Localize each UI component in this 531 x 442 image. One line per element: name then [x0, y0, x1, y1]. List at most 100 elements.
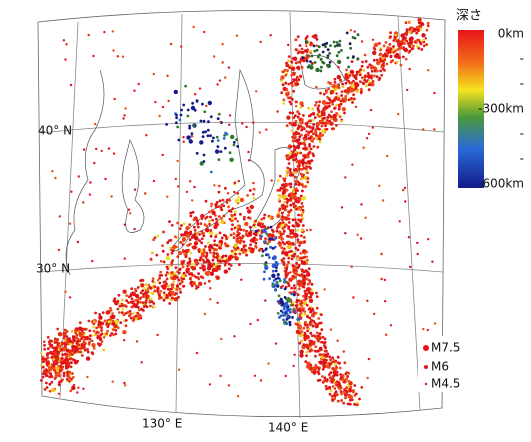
earthquake-dot [275, 229, 279, 233]
earthquake-dot [198, 239, 202, 243]
earthquake-dot [283, 287, 287, 291]
earthquake-dot [297, 265, 301, 268]
earthquake-dot [421, 38, 425, 42]
earthquake-dot [312, 145, 316, 148]
earthquake-dot [331, 385, 335, 388]
earthquake-dot [233, 210, 237, 214]
earthquake-dot [425, 28, 429, 32]
earthquake-dot [291, 111, 295, 115]
earthquake-dot [294, 187, 298, 191]
earthquake-dot [131, 291, 137, 297]
earthquake-dot [356, 33, 360, 37]
earthquake-dot [352, 296, 355, 299]
earthquake-dot [259, 379, 263, 382]
earthquake-dot [415, 39, 419, 43]
earthquake-dot [348, 387, 352, 391]
earthquake-dot [121, 307, 125, 311]
earthquake-dot [191, 262, 195, 266]
earthquake-dot [291, 224, 295, 228]
earthquake-dot [313, 322, 317, 325]
earthquake-dot [331, 84, 336, 89]
earthquake-dot [322, 353, 325, 357]
earthquake-dot [292, 78, 295, 81]
earthquake-dot [202, 234, 206, 238]
earthquake-dot [198, 87, 202, 90]
earthquake-dot [230, 227, 234, 231]
earthquake-dot [226, 192, 230, 195]
earthquake-dot [369, 108, 373, 112]
earthquake-dot [86, 348, 89, 351]
earthquake-dot [69, 83, 73, 87]
earthquake-dot [335, 103, 339, 107]
earthquake-dot [45, 361, 50, 366]
earthquake-dot [149, 304, 152, 308]
magnitude-symbol [423, 345, 429, 351]
earthquake-dot [421, 22, 424, 26]
earthquake-dot [277, 211, 281, 215]
earthquake-dot [191, 234, 197, 239]
earthquake-dot [65, 330, 69, 333]
earthquake-dot [305, 45, 308, 48]
earthquake-dot [69, 365, 73, 369]
earthquake-dot [307, 136, 311, 140]
earthquake-dot [205, 254, 209, 257]
earthquake-dot [305, 169, 308, 173]
earthquake-dot [165, 271, 169, 274]
earthquake-dot [315, 85, 318, 89]
earthquake-dot [159, 270, 163, 274]
earthquake-dot [166, 74, 169, 78]
earthquake-dot [208, 248, 212, 252]
earthquake-dot [129, 316, 133, 320]
earthquake-dot [173, 89, 178, 95]
earthquake-dot [304, 161, 308, 165]
earthquake-dot [112, 299, 116, 303]
earthquake-dot [197, 272, 201, 275]
earthquake-dot [340, 392, 343, 396]
earthquake-dot [285, 204, 289, 208]
earthquake-dot [307, 106, 310, 110]
earthquake-dot [375, 58, 379, 62]
earthquake-dot [304, 269, 308, 273]
earthquake-dot [294, 78, 298, 81]
earthquake-dot [152, 72, 155, 76]
earthquake-dot [351, 101, 354, 104]
earthquake-dot [296, 257, 300, 261]
earthquake-dot [94, 311, 97, 315]
earthquake-dot [226, 244, 230, 248]
earthquake-dot [152, 238, 156, 242]
earthquake-dot [389, 47, 393, 51]
earthquake-dot [349, 29, 352, 32]
earthquake-dot [137, 313, 142, 319]
earthquake-dot [294, 167, 298, 171]
earthquake-dot [218, 199, 222, 203]
earthquake-dot [302, 301, 308, 306]
earthquake-dot [336, 339, 339, 342]
earthquake-dot [105, 332, 109, 335]
earthquake-dot [204, 245, 207, 248]
earthquake-dot [102, 336, 106, 339]
earthquake-dot [344, 94, 348, 98]
earthquake-dot [288, 320, 292, 324]
earthquake-dot [282, 190, 285, 194]
earthquake-dot [57, 381, 61, 384]
earthquake-dot [275, 266, 278, 269]
earthquake-dot [281, 241, 285, 244]
earthquake-dot [159, 289, 163, 293]
earthquake-dot [337, 107, 341, 111]
earthquake-dot [223, 146, 227, 150]
earthquake-dot [239, 236, 243, 240]
earthquake-dot [239, 212, 242, 216]
earthquake-dot [403, 47, 408, 53]
earthquake-dot [353, 97, 356, 101]
depth-label: - [520, 52, 524, 66]
earthquake-dot [51, 387, 56, 393]
earthquake-dot [220, 260, 223, 263]
earthquake-dot [150, 258, 153, 262]
earthquake-dot [321, 50, 325, 54]
earthquake-dot [302, 114, 305, 117]
earthquake-dot [346, 402, 350, 406]
earthquake-dot [175, 116, 179, 120]
earthquake-dot [276, 273, 280, 277]
earthquake-dot [398, 40, 401, 44]
earthquake-dot [308, 349, 312, 353]
